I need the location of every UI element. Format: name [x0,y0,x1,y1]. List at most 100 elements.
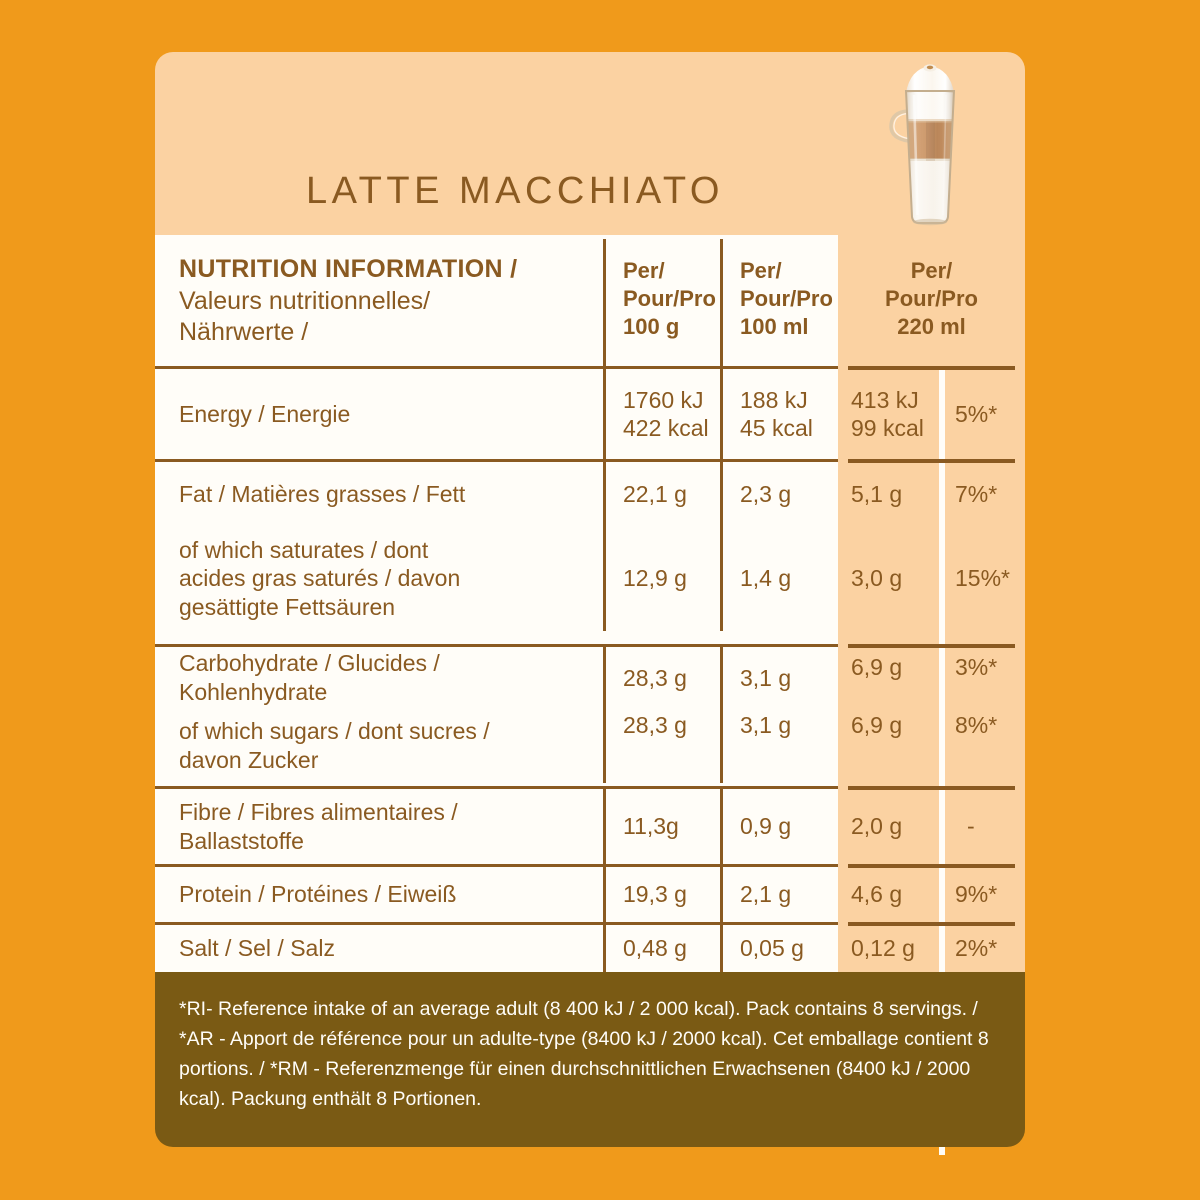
per-100g-line3: 100 g [623,314,680,340]
per-100g-line1: Per/ [623,258,665,283]
carbohydrate-line1: Carbohydrate / Glucides / [179,650,440,677]
fat-ri-percent: 7%* [955,480,998,507]
column-header-per-100g: Per/ Pour/Pro 100 g [603,239,720,366]
per-220ml-row-salt: 0,12 g 2%* [838,925,1025,972]
salt-per-100ml: 0,05 g [720,925,838,972]
fibre-per-220ml: 2,0 g [851,813,903,840]
prule-below-energy [848,459,1015,463]
prule-below-header [848,366,1015,370]
rule-below-sugars [155,786,838,789]
nutrition-card: LATTE MACCHIATO [155,52,1025,1155]
carbohydrate-100ml-value: 3,1 g [740,664,792,691]
saturates-line3: gesättigte Fettsäuren [179,593,396,620]
row-label-energy: Energy / Energie [179,400,351,427]
sugars-line1: of which sugars / dont sucres / [179,718,490,745]
saturates-per-220ml: 3,0 g [851,565,903,592]
table-row: Salt / Sel / Salz 0,48 g 0,05 g [155,925,838,972]
column-header-per-220ml: Per/ Pour/Pro 220 ml [838,239,1025,366]
carbohydrate-per-220ml: 6,9 g [851,654,903,680]
fibre-per-100g: 11,3g [603,789,720,864]
energy-100g-kj: 1760 kJ [623,386,704,413]
sugars-per-100g: 28,3 g [603,709,720,783]
fibre-per-100ml: 0,9 g [720,789,838,864]
table-row: Energy / Energie 1760 kJ 422 kcal 188 kJ… [155,369,838,459]
nutrition-table: NUTRITION INFORMATION / Valeurs nutritio… [155,235,838,972]
row-label-carbohydrate: Carbohydrate / Glucides / Kohlenhydrate [155,647,603,709]
table-row: Fat / Matières grasses / Fett 22,1 g 2,3… [155,462,838,526]
fibre-line2: Ballaststoffe [179,827,304,854]
sugars-ri-percent: 8%* [955,712,998,738]
protein-per-100ml: 2,1 g [720,867,838,922]
row-label-protein: Protein / Protéines / Eiweiß [179,881,457,908]
per-220ml-line2: Pour/Pro [885,286,978,312]
fat-100g-value: 22,1 g [623,480,687,507]
per-220ml-row-carbohydrate: 6,9 g 3%* [838,647,1025,709]
saturates-per-100ml: 1,4 g [720,526,838,631]
saturates-100ml-value: 1,4 g [740,565,792,592]
per-220ml-row-saturates: 3,0 g 15%* [838,526,1025,631]
sugars-line2: davon Zucker [179,747,319,773]
carbohydrate-100g-value: 28,3 g [623,664,687,691]
fat-per-220ml: 5,1 g [851,480,903,507]
fat-per-100ml: 2,3 g [720,462,838,526]
energy-ri-percent: 5%* [955,400,998,427]
per-220ml-column: Per/ Pour/Pro 220 ml 413 kJ 99 kcal 5%* … [838,235,1025,1155]
per-220ml-line1: Per/ [910,258,953,283]
reference-intake-text: *RI- Reference intake of an average adul… [179,998,989,1111]
column-header-per-100ml: Per/ Pour/Pro 100 ml [720,239,838,366]
energy-100ml-kj: 188 kJ [740,386,808,413]
nutrition-heading-de: Nährwerte / [179,318,309,346]
per-100ml-line1: Per/ [740,258,782,283]
per-220ml-row-fibre: 2,0 g - [838,789,1025,864]
table-header-label: NUTRITION INFORMATION / Valeurs nutritio… [155,239,603,366]
protein-per-220ml: 4,6 g [851,881,903,908]
rule-below-header [155,366,838,369]
row-label-fat: Fat / Matières grasses / Fett [179,480,466,507]
sugars-100g-value: 28,3 g [623,712,687,738]
latte-macchiato-glass-icon [889,64,956,226]
row-label-fibre: Fibre / Fibres alimentaires / Ballaststo… [155,789,603,864]
rule-below-fibre [155,864,838,867]
fibre-line1: Fibre / Fibres alimentaires / [179,798,458,825]
per-220ml-row-energy: 413 kJ 99 kcal 5%* [838,369,1025,459]
prule-below-saturates [848,644,1015,648]
carbohydrate-ri-percent: 3%* [955,654,998,680]
carbohydrate-per-100ml: 3,1 g [720,647,838,709]
table-row: Fibre / Fibres alimentaires / Ballaststo… [155,789,838,864]
fat-100ml-value: 2,3 g [740,480,792,507]
fibre-100ml-value: 0,9 g [740,813,792,840]
per-220ml-row-fat: 5,1 g 7%* [838,462,1025,526]
saturates-per-100g: 12,9 g [603,526,720,631]
energy-per-100g: 1760 kJ 422 kcal [603,369,720,459]
prule-below-sugars [848,786,1015,790]
fibre-ri-percent: - [967,813,975,840]
carbohydrate-line2: Kohlenhydrate [179,679,328,705]
page-title: LATTE MACCHIATO [306,170,724,212]
per-100ml-line3: 100 ml [740,314,809,340]
prule-below-protein [848,922,1015,926]
column-divider [939,366,945,1155]
energy-per-100ml: 188 kJ 45 kcal [720,369,838,459]
saturates-line1: of which saturates / dont [179,536,429,563]
nutrition-information-heading: NUTRITION INFORMATION / [179,255,518,283]
sugars-100ml-value: 3,1 g [740,712,792,738]
energy-220ml-kcal: 99 kcal [851,415,924,441]
salt-per-220ml: 0,12 g [851,935,915,962]
table-row: of which sugars / dont sucres / davon Zu… [155,709,838,783]
sugars-per-220ml: 6,9 g [851,712,903,738]
saturates-100g-value: 12,9 g [623,565,687,592]
protein-100ml-value: 2,1 g [740,881,792,908]
per-100g-line2: Pour/Pro [623,286,716,312]
salt-ri-percent: 2%* [955,935,998,962]
per-220ml-row-sugars: 6,9 g 8%* [838,709,1025,783]
salt-100ml-value: 0,05 g [740,935,804,962]
protein-per-100g: 19,3 g [603,867,720,922]
row-label-sugars: of which sugars / dont sucres / davon Zu… [155,709,603,783]
rule-below-saturates [155,644,838,647]
fat-per-100g: 22,1 g [603,462,720,526]
table-row: Carbohydrate / Glucides / Kohlenhydrate … [155,647,838,709]
nutrition-heading-fr: Valeurs nutritionnelles/ [179,286,431,315]
protein-ri-percent: 9%* [955,881,998,908]
table-row: Protein / Protéines / Eiweiß 19,3 g 2,1 … [155,867,838,922]
salt-per-100g: 0,48 g [603,925,720,972]
